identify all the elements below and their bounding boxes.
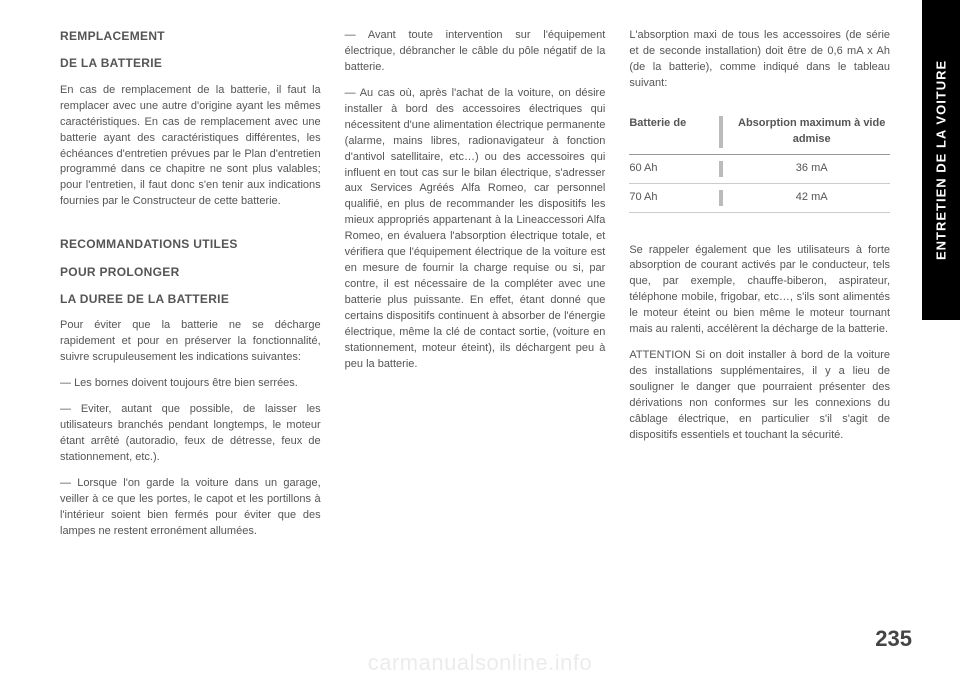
page-number: 235 — [875, 626, 912, 652]
table-cell: 70 Ah — [629, 190, 709, 206]
para: Pour éviter que la batterie ne se déchar… — [60, 318, 321, 366]
table-row: 70 Ah 42 mA — [629, 184, 890, 213]
table-cell: 36 mA — [733, 161, 890, 177]
watermark: carmanualsonline.info — [368, 650, 593, 676]
para: En cas de remplacement de la batterie, i… — [60, 83, 321, 211]
para-dash: Les bornes doivent toujours être bien se… — [60, 376, 321, 392]
heading-reco-3: LA DUREE DE LA BATTERIE — [60, 291, 321, 308]
para-dash: Avant toute intervention sur l'équipemen… — [345, 28, 606, 76]
battery-table: Batterie de Absorption maximum à vide ad… — [629, 110, 890, 213]
table-header: Batterie de Absorption maximum à vide ad… — [629, 110, 890, 155]
column-3: L'absorption maxi de tous les accessoire… — [629, 28, 890, 628]
table-head-battery: Batterie de — [629, 116, 709, 148]
table-sep — [719, 161, 723, 177]
column-1: REMPLACEMENT DE LA BATTERIE En cas de re… — [60, 28, 321, 628]
para-dash: Au cas où, après l'achat de la voiture, … — [345, 86, 606, 373]
para-dash: Lorsque l'on garde la voiture dans un ga… — [60, 476, 321, 540]
table-cell: 60 Ah — [629, 161, 709, 177]
para-dash: Eviter, autant que possible, de laisser … — [60, 402, 321, 466]
table-sep — [719, 190, 723, 206]
heading-replacement-1: REMPLACEMENT — [60, 28, 321, 45]
para-attention: ATTENTION Si on doit installer à bord de… — [629, 348, 890, 444]
heading-reco-1: RECOMMANDATIONS UTILES — [60, 236, 321, 253]
table-cell: 42 mA — [733, 190, 890, 206]
page-content: REMPLACEMENT DE LA BATTERIE En cas de re… — [60, 28, 890, 628]
para: L'absorption maxi de tous les accessoire… — [629, 28, 890, 92]
table-sep — [719, 116, 723, 148]
table-row: 60 Ah 36 mA — [629, 155, 890, 184]
column-2: Avant toute intervention sur l'équipemen… — [345, 28, 606, 628]
heading-reco-2: POUR PROLONGER — [60, 264, 321, 281]
section-tab: ENTRETIEN DE LA VOITURE — [922, 0, 960, 320]
heading-replacement-2: DE LA BATTERIE — [60, 55, 321, 72]
table-head-absorption: Absorption maximum à vide admise — [733, 116, 890, 148]
para: Se rappeler également que les utilisateu… — [629, 243, 890, 339]
